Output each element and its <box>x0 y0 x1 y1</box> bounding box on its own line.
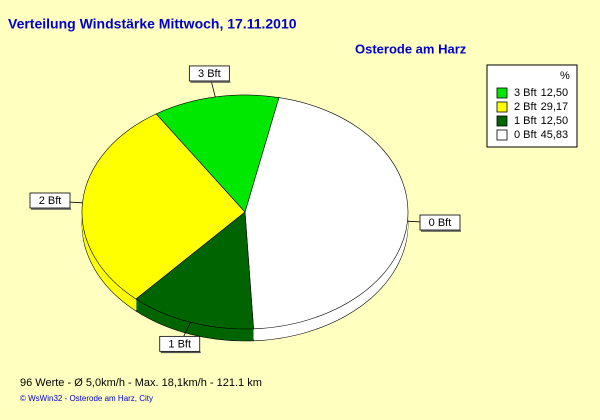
legend-name: 0 Bft <box>514 129 537 141</box>
slice-label-box <box>188 65 230 82</box>
slice-label-box <box>159 335 201 352</box>
legend-swatch <box>496 87 508 99</box>
legend-name: 1 Bft <box>514 115 537 127</box>
credit: © WsWin32 - Osterode am Harz, City <box>20 394 153 403</box>
pie-slice <box>244 97 409 330</box>
legend-value: 12,50 <box>541 115 569 127</box>
legend-value: 29,17 <box>541 101 569 113</box>
legend-swatch <box>496 101 508 113</box>
chart-title: Verteilung Windstärke Mittwoch, 17.11.20… <box>8 16 297 32</box>
legend-value: 45,83 <box>541 129 569 141</box>
slice-label-box <box>29 192 71 209</box>
legend-swatch <box>496 115 508 127</box>
slice-label: 2 Bft <box>39 195 62 207</box>
legend-name: 2 Bft <box>514 101 537 113</box>
chart-subtitle: Osterode am Harz <box>355 41 467 56</box>
pie-slice <box>135 211 254 330</box>
legend-entry: 2 Bft 29,17 <box>514 101 568 113</box>
pie-slice <box>155 94 280 213</box>
legend-name: 3 Bft <box>514 87 537 99</box>
slice-label: 0 Bft <box>429 217 452 229</box>
footer-note: 96 Werte - Ø 5,0km/h - Max. 18,1km/h - 1… <box>20 377 262 389</box>
pie-slice <box>81 113 246 300</box>
slice-label: 3 Bft <box>198 68 221 80</box>
legend-swatch <box>496 129 508 141</box>
legend-title: % <box>560 70 570 82</box>
slice-label-box <box>419 214 461 231</box>
legend-entry: 1 Bft 12,50 <box>514 115 568 127</box>
legend-value: 12,50 <box>541 87 569 99</box>
legend-entry: 3 Bft 12,50 <box>514 87 568 99</box>
legend-entry: 0 Bft 45,83 <box>514 129 568 141</box>
slice-label: 1 Bft <box>168 338 191 350</box>
